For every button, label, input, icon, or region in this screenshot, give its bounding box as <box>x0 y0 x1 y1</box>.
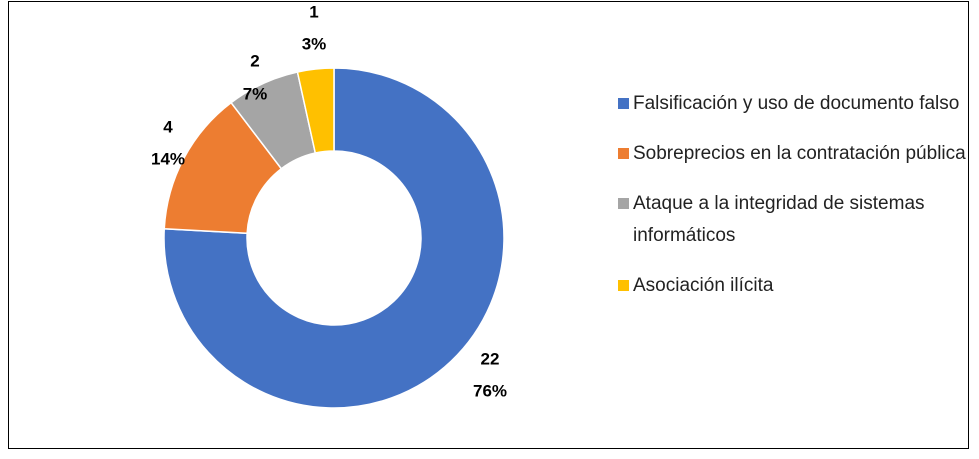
percent-label: 14% <box>151 149 185 168</box>
chart-frame <box>8 1 969 449</box>
legend-swatch <box>618 198 629 209</box>
legend-item: Asociación ilícita <box>618 270 968 302</box>
legend-label: Sobreprecios en la contratación pública <box>633 143 966 164</box>
legend-item: Ataque a la integridad de sistemas infor… <box>618 188 968 252</box>
data-label: 4 <box>163 117 173 136</box>
percent-label: 7% <box>243 84 268 103</box>
data-label: 1 <box>309 2 318 21</box>
data-label: 2 <box>250 51 259 70</box>
legend-item: Falsificación y uso de documento falso <box>618 88 968 120</box>
data-label: 22 <box>481 349 500 368</box>
legend-swatch <box>618 148 629 159</box>
percent-label: 76% <box>473 381 507 400</box>
legend: Falsificación y uso de documento falso So… <box>618 88 968 320</box>
legend-label: Falsificación y uso de documento falso <box>633 93 960 114</box>
legend-label: Asociación ilícita <box>633 275 774 296</box>
legend-label: Ataque a la integridad de sistemas infor… <box>633 193 925 246</box>
percent-label: 3% <box>302 34 327 53</box>
donut-slice <box>296 67 335 154</box>
donut-slice <box>163 67 505 409</box>
legend-swatch <box>618 280 629 291</box>
legend-swatch <box>618 98 629 109</box>
legend-item: Sobreprecios en la contratación pública <box>618 138 968 170</box>
